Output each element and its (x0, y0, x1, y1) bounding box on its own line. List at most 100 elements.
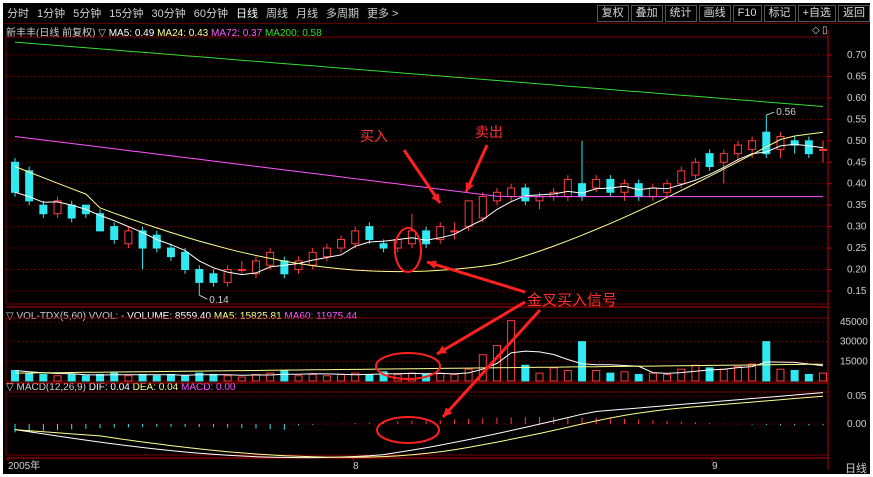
dropdown-icon[interactable]: ▽ (6, 311, 14, 322)
volume-bar (733, 366, 742, 382)
tool-button-6[interactable]: +自选 (797, 4, 836, 22)
golden-cross-annotation: 金叉买入信号 (527, 292, 617, 309)
volume-bar (804, 373, 813, 382)
dropdown-icon[interactable]: ▽ (98, 28, 106, 39)
volume-bar (464, 368, 473, 382)
volume-ma5-line (14, 350, 824, 376)
candle-body (776, 136, 785, 150)
volume-ma60-line (14, 363, 824, 374)
volume-bar (322, 375, 331, 382)
candle-body (507, 187, 516, 198)
volume-bar (266, 372, 275, 382)
period-tabs: 分时 1分钟 5分钟 15分钟 30分钟 60分钟 日线 周线 月线 多周期 更多 > (3, 5, 402, 21)
sell-annotation: 卖出 (475, 124, 503, 140)
volume-bar (507, 320, 516, 382)
macd-value: MACD: 0.00 (181, 382, 236, 393)
candle-body (67, 204, 76, 219)
candle-body (195, 269, 204, 283)
candle-body (223, 269, 232, 283)
tool-button-4[interactable]: F10 (732, 4, 762, 22)
candle-body (379, 243, 388, 249)
candle-body (719, 153, 728, 163)
candle-body (748, 140, 757, 150)
period-label: 日线 (845, 463, 867, 475)
tool-button-0[interactable]: 复权 (596, 4, 629, 22)
volume-bar (308, 373, 317, 382)
volume-bar (337, 373, 346, 382)
price-tick-label: 0.55 (847, 114, 867, 125)
volume-bar (578, 341, 587, 382)
volume-bar (748, 363, 757, 382)
date-label: 8 (353, 461, 359, 472)
volume-tick-label: 15000 (840, 356, 868, 367)
candle-body (691, 161, 700, 176)
period-tab-10[interactable]: 更多 > (367, 8, 399, 20)
dif-value: DIF: 0.04 (88, 382, 130, 393)
date-label: 2005年 (8, 459, 40, 472)
period-tab-9[interactable]: 多周期 (326, 8, 359, 20)
volume-bar (39, 373, 48, 382)
buy-arrow-head (431, 193, 440, 203)
volume-bar (549, 367, 558, 382)
period-tab-1[interactable]: 1分钟 (37, 8, 66, 20)
candle-body (535, 196, 544, 202)
volume-legend: ▽ VOL-TDX(5,60) VVOL: - VOLUME: 8559.40 … (6, 311, 357, 322)
price-tick-label: 0.20 (847, 265, 867, 276)
tool-button-5[interactable]: 标记 (763, 4, 796, 22)
tool-button-7[interactable]: 返回 (838, 4, 870, 22)
candle-body (322, 247, 331, 258)
ma200-line (14, 41, 824, 107)
candle-body (648, 187, 657, 198)
main-legend: 新丰丰(日线 前复权) ▽ MA5: 0.49 MA24: 0.43 MA72:… (6, 24, 322, 39)
price-tick-label: 0.70 (847, 50, 867, 61)
macd-tick-label: 0.00 (847, 419, 867, 430)
candle-body (11, 161, 19, 193)
ma5-line (14, 143, 824, 276)
volume-bar (96, 373, 105, 382)
high-price-label: 0.56 (776, 107, 796, 118)
tool-button-1[interactable]: 叠加 (630, 4, 663, 22)
volume-bar (450, 373, 459, 382)
volume-bar (11, 370, 19, 382)
volume-bar (124, 375, 133, 382)
price-tick-label: 0.25 (847, 243, 867, 254)
dropdown-icon[interactable]: ▽ (6, 382, 14, 393)
period-tab-3[interactable]: 15分钟 (109, 8, 144, 20)
period-tab-7[interactable]: 周线 (266, 8, 288, 20)
signal-arrow-macd (441, 308, 542, 419)
candle-body (733, 144, 742, 155)
candle-body (620, 183, 629, 193)
candle-body (124, 230, 133, 245)
toolbar: 分时 1分钟 5分钟 15分钟 30分钟 60分钟 日线 周线 月线 多周期 更多 > 复权 叠加 统计… (3, 3, 870, 24)
volume-bar (195, 372, 204, 382)
period-tab-2[interactable]: 5分钟 (73, 8, 102, 20)
candle-body (422, 230, 431, 245)
ma72-value: MA72: 0.37 (211, 28, 263, 39)
volume-bar (436, 372, 445, 382)
volume-bar (790, 370, 799, 382)
candle-body (138, 230, 147, 249)
period-tab-4[interactable]: 30分钟 (151, 8, 186, 20)
period-tab-5[interactable]: 60分钟 (193, 8, 228, 20)
candle-body (677, 170, 686, 185)
cross-circle-volume (375, 352, 441, 380)
signal-arrow-price (426, 260, 526, 294)
period-tab-0[interactable]: 分时 (7, 8, 29, 20)
dif-line (14, 392, 824, 459)
tool-button-3[interactable]: 画线 (698, 4, 731, 22)
macd-indicator-name: MACD(12,26,9) (16, 382, 86, 393)
volume-bar (634, 373, 643, 382)
candle-body (521, 187, 530, 202)
dea-line (14, 395, 824, 458)
candle-body (337, 238, 346, 249)
price-tick-label: 0.60 (847, 93, 867, 104)
volume-bar (25, 372, 34, 382)
period-tab-6[interactable]: 日线 (236, 8, 258, 20)
volume-bar (294, 375, 303, 382)
tool-button-2[interactable]: 统计 (664, 4, 697, 22)
period-tab-8[interactable]: 月线 (296, 8, 318, 20)
volume-bar (677, 368, 686, 382)
volume-bar (223, 375, 232, 382)
candle-body (251, 260, 260, 275)
